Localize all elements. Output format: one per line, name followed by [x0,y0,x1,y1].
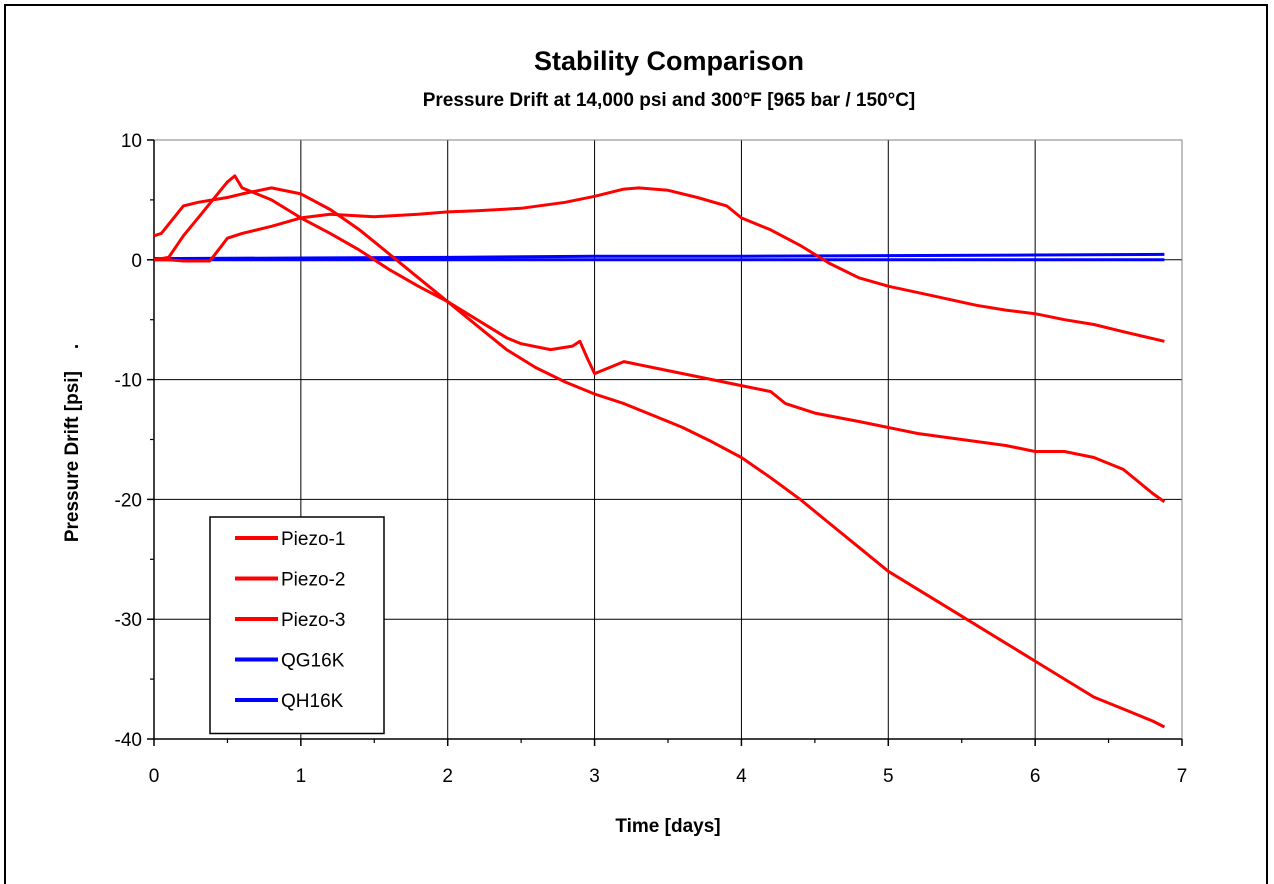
chart-frame [4,4,1268,884]
legend-label: QG16K [281,651,345,672]
x-tick-label: 6 [1030,766,1041,787]
y-axis-label: Pressure Drift [psi]. [62,344,83,542]
y-axis-label-suffix: . [62,344,83,349]
y-tick-label: 0 [131,251,142,272]
x-tick-label: 4 [736,766,747,787]
x-axis-label: Time [days] [615,816,720,837]
y-tick-label: -10 [115,371,142,392]
legend-label: Piezo-3 [281,610,345,631]
y-axis-label-group: Pressure Drift [psi]. [62,344,83,542]
legend-box [209,516,385,735]
x-tick-label: 1 [296,766,307,787]
series-line-piezo-3 [154,186,1165,343]
legend-label: QH16K [281,691,344,712]
series-group [153,174,1166,729]
legend-label: Piezo-1 [281,529,345,550]
y-axis-label-text: Pressure Drift [psi] [62,371,83,542]
x-tick-label: 0 [149,766,160,787]
y-tick-label: 10 [121,131,142,152]
x-tick-label: 3 [589,766,600,787]
series-line-piezo-2 [153,174,1166,504]
x-tick-label: 7 [1177,766,1188,787]
axes: 0 1 2 3 4 5 6 7 10 0 -10 -20 -30 -40 [115,131,1188,787]
x-tick-label: 2 [442,766,453,787]
legend-label: Piezo-2 [281,570,345,591]
chart-subtitle: Pressure Drift at 14,000 psi and 300°F [… [423,90,916,111]
y-tick-label: -30 [115,610,142,631]
series-line-qg16k [153,252,1165,261]
y-tick-label: -40 [115,730,142,751]
y-tick-label: -20 [115,490,142,511]
x-tick-label: 5 [883,766,894,787]
legend: Piezo-1 Piezo-2 Piezo-3 QG16K QH16K [209,516,385,735]
chart-title: Stability Comparison [534,46,804,76]
